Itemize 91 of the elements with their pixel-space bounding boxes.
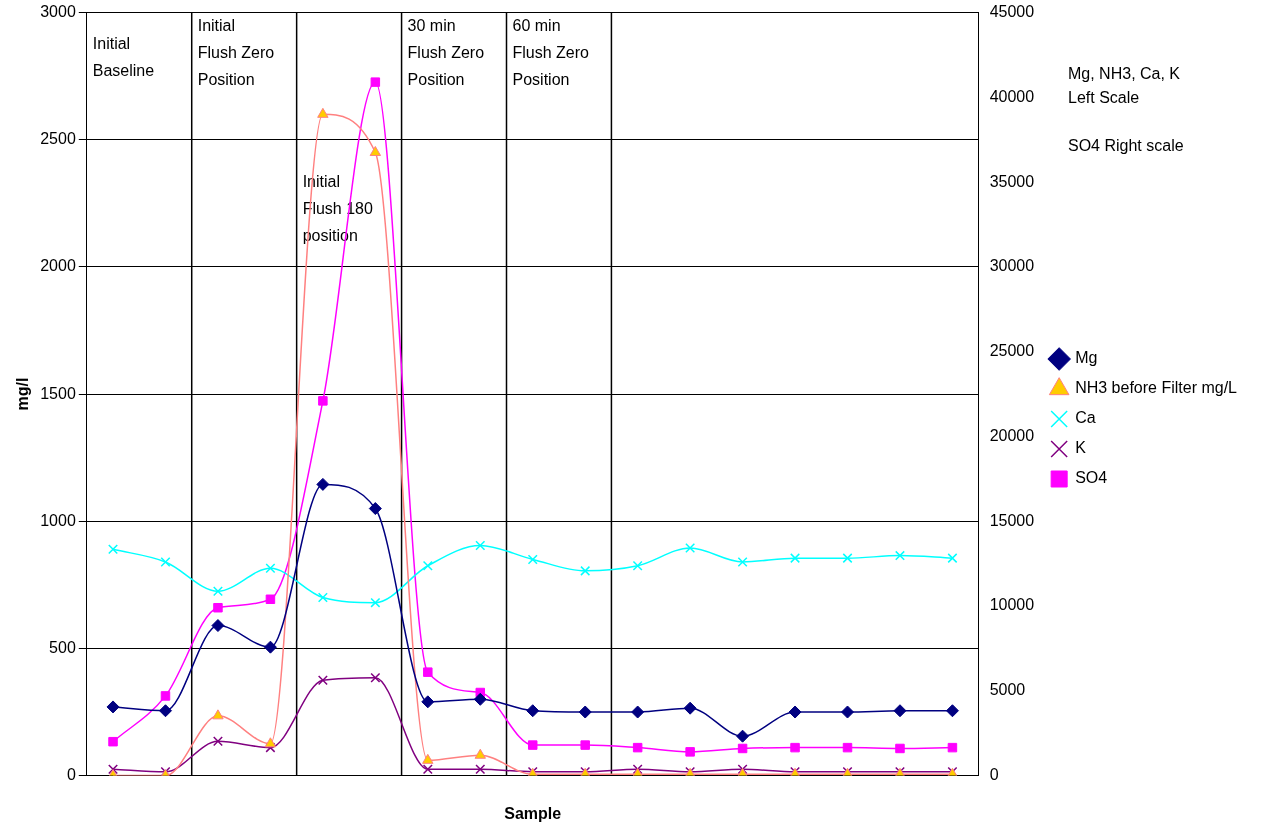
point xyxy=(790,553,801,564)
point xyxy=(947,742,958,753)
point xyxy=(317,592,328,603)
point xyxy=(158,704,172,718)
point xyxy=(526,704,540,718)
point xyxy=(263,640,277,654)
y2-tick-label: 10000 xyxy=(989,596,1035,614)
point xyxy=(316,477,330,491)
y-tick-label: 500 xyxy=(49,638,76,656)
x-axis-title: Sample xyxy=(504,804,562,822)
point xyxy=(632,742,643,753)
point xyxy=(841,705,855,719)
y2-tick-label: 15000 xyxy=(989,511,1035,529)
point xyxy=(632,560,643,571)
point xyxy=(631,705,645,719)
point xyxy=(370,672,381,683)
annotation: Initial Flush Zero Position xyxy=(197,17,275,89)
legend-label: Ca xyxy=(1075,409,1096,427)
point xyxy=(947,553,958,564)
point xyxy=(790,742,800,753)
point xyxy=(893,704,907,718)
point xyxy=(527,740,538,750)
point xyxy=(945,704,959,718)
point xyxy=(788,705,802,719)
point xyxy=(475,540,486,551)
point xyxy=(842,553,853,564)
point xyxy=(423,667,433,677)
point xyxy=(368,502,382,516)
legend-label: NH3 before Filter mg/L xyxy=(1075,379,1238,397)
point xyxy=(317,675,328,686)
y-tick-label: 1000 xyxy=(40,511,76,529)
point xyxy=(422,560,433,571)
y2-tick-label: 45000 xyxy=(989,3,1035,21)
legend-label: Mg xyxy=(1075,349,1098,367)
point xyxy=(737,556,748,567)
point xyxy=(370,597,381,608)
point xyxy=(108,544,119,555)
y-axis-title: mg/l xyxy=(14,377,32,411)
y-tick-label: 1500 xyxy=(40,384,76,402)
point xyxy=(474,748,486,759)
y-tick-label: 2000 xyxy=(40,257,76,275)
point xyxy=(370,77,381,87)
legend-label: K xyxy=(1075,439,1087,457)
y2-tick-label: 40000 xyxy=(989,87,1035,105)
y-tick-label: 2500 xyxy=(40,130,76,148)
point xyxy=(264,737,277,748)
point xyxy=(212,736,223,747)
y-tick-label: 3000 xyxy=(40,3,76,21)
point xyxy=(475,764,486,775)
point xyxy=(213,603,223,613)
annotation: 30 min Flush Zero Position xyxy=(407,17,485,89)
point xyxy=(685,542,696,553)
point xyxy=(421,695,435,709)
y2-tick-label: 0 xyxy=(989,766,999,784)
point xyxy=(265,563,276,574)
point xyxy=(580,740,590,750)
annotation: Initial Baseline xyxy=(92,35,155,80)
y2-tick-label: 25000 xyxy=(989,342,1035,360)
point xyxy=(737,743,748,754)
y2-tick-label: 20000 xyxy=(989,426,1035,444)
point xyxy=(108,736,118,747)
point xyxy=(106,700,120,714)
y-tick-label: 0 xyxy=(66,766,76,784)
point xyxy=(736,729,750,743)
point xyxy=(160,556,171,567)
point xyxy=(265,742,276,753)
point xyxy=(683,701,697,715)
text: SO4 Right scale xyxy=(1068,136,1185,156)
point xyxy=(894,550,905,561)
y2-tick-label: 5000 xyxy=(989,681,1026,699)
point xyxy=(473,692,487,706)
text: Mg, NH3, Ca, K Left Scale xyxy=(1068,64,1182,108)
point xyxy=(685,747,695,757)
point xyxy=(212,586,223,597)
point xyxy=(422,764,433,775)
annotation: 60 min Flush Zero Position xyxy=(512,17,590,89)
point xyxy=(212,709,224,720)
point xyxy=(842,742,853,753)
point xyxy=(580,565,591,576)
point xyxy=(211,619,225,633)
point xyxy=(527,554,538,565)
point xyxy=(160,691,171,701)
point xyxy=(265,594,276,605)
y2-tick-label: 35000 xyxy=(989,172,1035,190)
point xyxy=(422,753,434,764)
point xyxy=(108,764,119,775)
point xyxy=(578,705,592,719)
point xyxy=(318,396,328,406)
y2-tick-label: 30000 xyxy=(989,257,1035,275)
legend-label: SO4 xyxy=(1075,469,1108,487)
point xyxy=(895,743,905,754)
